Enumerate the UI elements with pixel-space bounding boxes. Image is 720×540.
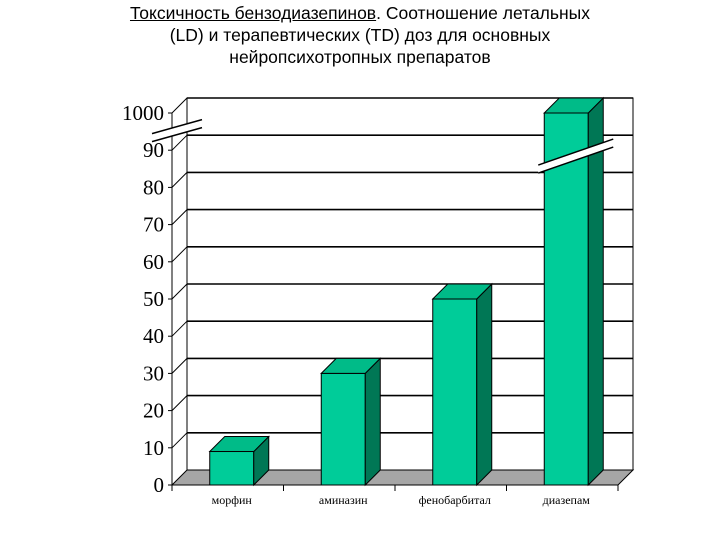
gridline-side xyxy=(171,395,188,411)
x-tick-label: диазепам xyxy=(543,493,591,507)
y-tick-label: 60 xyxy=(143,250,164,274)
bar-top xyxy=(320,357,382,374)
y-tick-label: 90 xyxy=(143,138,164,162)
bar xyxy=(432,298,478,486)
gridline-side xyxy=(171,320,188,337)
gridline-side xyxy=(171,97,188,114)
gridline-side xyxy=(171,283,188,300)
bar xyxy=(543,112,589,486)
bar-break-mark xyxy=(538,138,614,166)
gridline-side xyxy=(171,134,188,151)
x-tick-label: морфин xyxy=(212,493,253,507)
bar-top xyxy=(431,283,493,300)
bar-break-gap xyxy=(538,139,614,174)
y-tick-label: 1000 xyxy=(122,101,164,125)
bar xyxy=(320,372,366,486)
y-tick-label: 20 xyxy=(143,399,164,423)
gridline-side xyxy=(171,432,188,449)
y-tick-label: 10 xyxy=(143,436,164,460)
title-line-2: (LD) и терапевтических (TD) доз для осно… xyxy=(169,25,551,45)
title-line-3: нейропсихотропных препаратов xyxy=(229,47,491,67)
bar xyxy=(209,451,255,486)
y-tick-label: 50 xyxy=(143,287,164,311)
bar-break-mark xyxy=(538,146,614,174)
x-tick-label: аминазин xyxy=(319,493,368,507)
axis-break-gap xyxy=(152,119,202,142)
title-rest: . Соотношение летальных xyxy=(376,3,591,23)
chart-title: Токсичность бензодиазепинов. Соотношение… xyxy=(0,2,720,68)
gridline-side xyxy=(171,246,188,263)
bar-top xyxy=(543,97,605,114)
y-tick-label: 40 xyxy=(143,324,164,348)
bar-top xyxy=(208,436,270,453)
x-tick-label: фенобарбитал xyxy=(419,493,491,507)
axis-break-mark xyxy=(151,118,203,135)
bar-side xyxy=(587,96,604,487)
gridline-side xyxy=(171,358,188,374)
title-underlined: Токсичность бензодиазепинов xyxy=(129,3,377,23)
y-tick-label: 80 xyxy=(143,175,164,199)
y-tick-label: 0 xyxy=(154,473,165,497)
y-tick-label: 70 xyxy=(143,213,164,237)
bar-side xyxy=(476,282,493,487)
gridline-side xyxy=(171,209,188,225)
axis-break-mark xyxy=(151,126,203,143)
y-tick-label: 30 xyxy=(143,361,164,385)
bar-side xyxy=(364,357,381,487)
gridline-side xyxy=(171,172,188,188)
